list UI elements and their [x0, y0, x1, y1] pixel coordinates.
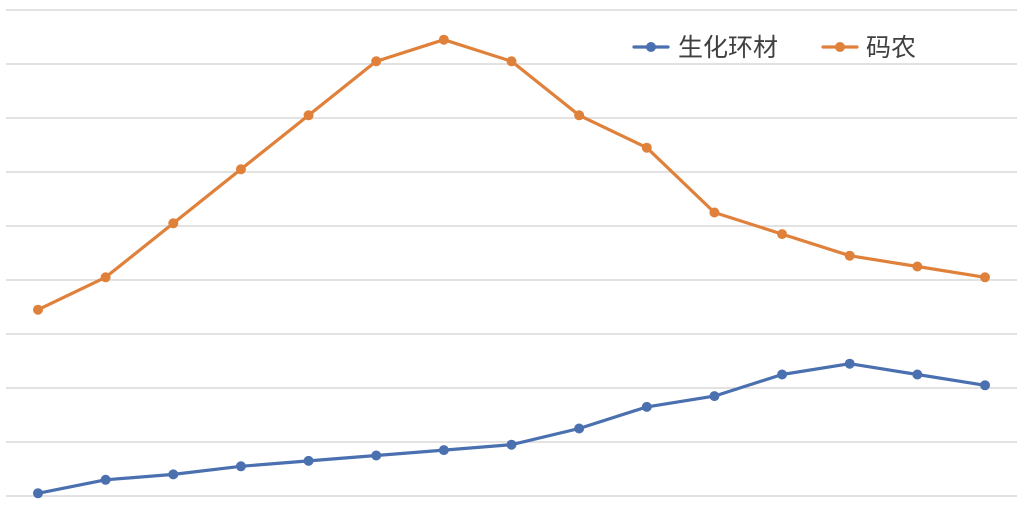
series-layer — [33, 34, 990, 499]
data-point — [303, 110, 314, 121]
data-point — [33, 488, 43, 499]
legend-label: 生化环材 — [678, 33, 778, 62]
data-point — [100, 474, 111, 485]
legend-label: 码农 — [866, 33, 916, 62]
series-1 — [33, 358, 990, 499]
data-point — [709, 207, 720, 218]
data-point — [912, 261, 923, 272]
data-point — [506, 439, 517, 450]
data-point — [980, 380, 990, 391]
data-point — [912, 369, 923, 380]
data-point — [980, 272, 990, 283]
data-point — [235, 164, 246, 175]
data-point — [641, 142, 652, 153]
data-point — [777, 229, 788, 240]
data-point — [574, 110, 585, 121]
data-point — [168, 469, 179, 480]
data-point — [235, 461, 246, 472]
data-point — [777, 369, 788, 380]
legend-entry: 码农 — [821, 33, 916, 62]
data-point — [574, 423, 585, 434]
series-2 — [33, 34, 990, 315]
data-point — [438, 445, 449, 456]
series-line — [36, 362, 987, 495]
legend: 生化环材 码农 — [632, 33, 916, 62]
data-point — [709, 391, 720, 402]
series-line — [36, 38, 987, 312]
legend-swatch-marker — [835, 42, 845, 52]
data-point — [303, 455, 314, 466]
data-point — [641, 401, 652, 412]
data-point — [33, 304, 43, 315]
data-point — [438, 34, 449, 45]
legend-swatch-marker — [646, 42, 656, 52]
data-point — [371, 56, 382, 67]
data-point — [100, 272, 111, 283]
data-point — [844, 250, 855, 261]
legend-entry: 生化环材 — [632, 33, 778, 62]
gridlines — [6, 9, 1017, 497]
data-point — [844, 358, 855, 369]
data-point — [168, 218, 179, 229]
data-point — [371, 450, 382, 461]
data-point — [506, 56, 517, 67]
